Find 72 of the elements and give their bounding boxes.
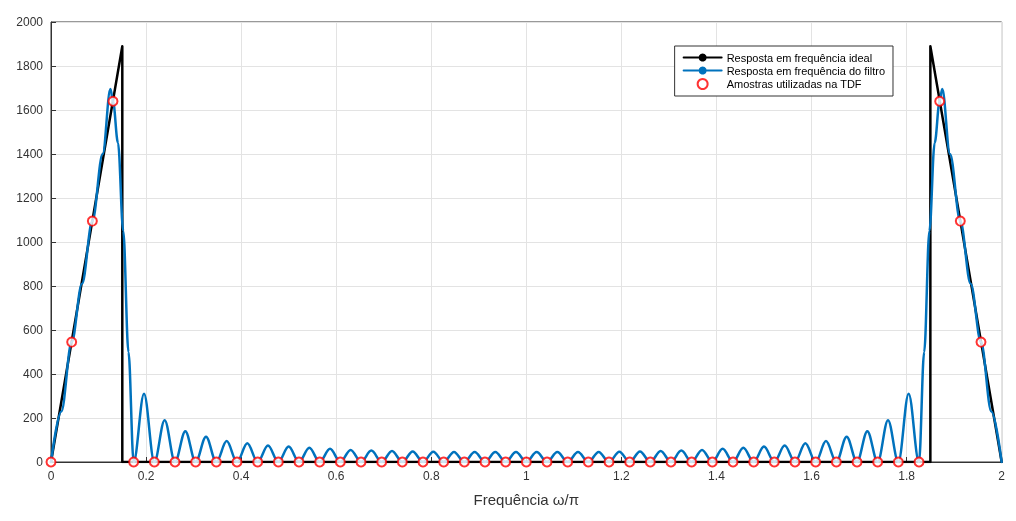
point bbox=[830, 456, 842, 468]
point bbox=[872, 456, 884, 468]
y-tick-label: 200 bbox=[22, 411, 44, 425]
point bbox=[975, 336, 987, 348]
legend-label: Resposta em frequência do filtro bbox=[726, 64, 886, 77]
point bbox=[438, 456, 450, 468]
point bbox=[624, 456, 636, 468]
point bbox=[66, 336, 78, 348]
point bbox=[417, 456, 429, 468]
point bbox=[190, 456, 202, 468]
point bbox=[355, 456, 367, 468]
point bbox=[479, 456, 491, 468]
point bbox=[748, 456, 760, 468]
x-axis-title: Frequência ω/π bbox=[473, 491, 580, 508]
point bbox=[892, 456, 904, 468]
point bbox=[252, 456, 264, 468]
point bbox=[768, 456, 780, 468]
point bbox=[686, 456, 698, 468]
legend-label: Amostras utilizadas na TDF bbox=[726, 78, 862, 90]
x-tick-label: 1.6 bbox=[803, 469, 821, 483]
y-tick-label: 1000 bbox=[16, 235, 44, 249]
point bbox=[334, 456, 346, 468]
point bbox=[665, 456, 677, 468]
point bbox=[148, 456, 160, 468]
x-tick-label: 1 bbox=[522, 469, 530, 483]
point bbox=[500, 456, 512, 468]
point bbox=[293, 456, 305, 468]
point bbox=[727, 456, 739, 468]
point bbox=[644, 456, 656, 468]
point bbox=[851, 456, 863, 468]
y-tick-label: 1800 bbox=[16, 59, 44, 73]
x-tick-label: 1.4 bbox=[708, 469, 726, 483]
y-tick-label: 600 bbox=[22, 323, 44, 337]
x-tick-label: 1.8 bbox=[898, 469, 916, 483]
point bbox=[107, 95, 119, 107]
point bbox=[128, 456, 140, 468]
point bbox=[603, 456, 615, 468]
point bbox=[541, 456, 553, 468]
y-tick-label: 2000 bbox=[16, 15, 44, 29]
x-tick-label: 0 bbox=[47, 469, 55, 483]
point bbox=[934, 95, 946, 107]
point bbox=[231, 456, 243, 468]
y-tick-label: 1200 bbox=[16, 191, 44, 205]
point bbox=[810, 456, 822, 468]
point bbox=[954, 215, 966, 227]
y-tick-label: 1600 bbox=[16, 103, 44, 117]
point bbox=[272, 456, 284, 468]
x-tick-label: 0.8 bbox=[422, 469, 440, 483]
point bbox=[169, 456, 181, 468]
x-tick-label: 0.6 bbox=[327, 469, 345, 483]
y-tick-label: 400 bbox=[22, 367, 44, 381]
x-tick-label: 0.4 bbox=[232, 469, 250, 483]
point bbox=[210, 456, 222, 468]
point bbox=[86, 215, 98, 227]
point bbox=[520, 456, 532, 468]
point bbox=[376, 456, 388, 468]
point bbox=[706, 456, 718, 468]
point bbox=[582, 456, 594, 468]
point bbox=[396, 456, 408, 468]
legend-label: Resposta em frequência ideal bbox=[726, 51, 873, 64]
point bbox=[458, 456, 470, 468]
y-tick-label: 0 bbox=[36, 455, 44, 469]
point bbox=[789, 456, 801, 468]
point bbox=[314, 456, 326, 468]
point bbox=[913, 456, 925, 468]
x-tick-label: 2 bbox=[998, 469, 1006, 483]
x-tick-label: 0.2 bbox=[137, 469, 155, 483]
point bbox=[45, 456, 57, 468]
y-tick-label: 800 bbox=[22, 279, 44, 293]
y-tick-label: 1400 bbox=[16, 147, 44, 161]
x-tick-label: 1.2 bbox=[613, 469, 631, 483]
point bbox=[562, 456, 574, 468]
